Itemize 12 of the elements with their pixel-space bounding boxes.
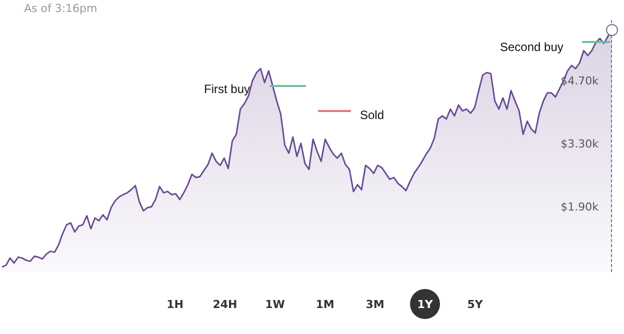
annotation: Sold: [360, 108, 384, 122]
annotation: Second buy: [500, 40, 564, 54]
time-range-button[interactable]: 24H: [200, 288, 250, 320]
chart-subtitle: As of 3:16pm: [24, 2, 98, 15]
time-range-button[interactable]: 3M: [350, 288, 400, 320]
time-range-button[interactable]: 5Y: [450, 288, 500, 320]
y-tick-label: $3.30k: [560, 137, 600, 150]
time-range-button[interactable]: 1W: [250, 288, 300, 320]
time-range-button[interactable]: 1H: [150, 288, 200, 320]
time-range-button[interactable]: 1M: [300, 288, 350, 320]
annotation: First buy: [204, 82, 250, 96]
y-tick-label: $1.90k: [560, 200, 600, 214]
